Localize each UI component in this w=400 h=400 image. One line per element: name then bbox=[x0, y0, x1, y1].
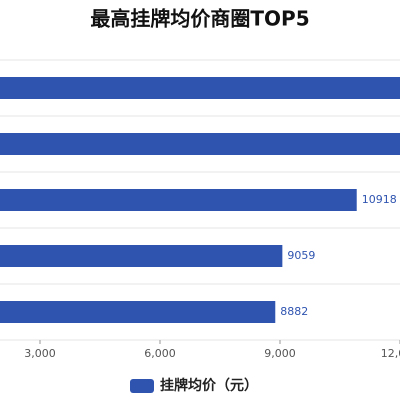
bar bbox=[0, 133, 400, 155]
bar bbox=[0, 77, 400, 99]
legend-swatch bbox=[130, 379, 154, 393]
x-tick-label: 9,000 bbox=[264, 347, 296, 360]
data-label: 8882 bbox=[280, 305, 308, 318]
x-tick-label: 3,000 bbox=[24, 347, 56, 360]
bar bbox=[0, 189, 357, 211]
bar bbox=[0, 245, 283, 267]
data-label: 10918 bbox=[362, 193, 397, 206]
legend-label: 挂牌均价（元） bbox=[160, 377, 258, 394]
x-tick-label: 6,000 bbox=[144, 347, 176, 360]
bar bbox=[0, 301, 276, 323]
chart-title: 最高挂牌均价商圈TOP5 bbox=[90, 7, 309, 31]
x-tick-label: 12,000 bbox=[381, 347, 400, 360]
data-label: 9059 bbox=[287, 249, 315, 262]
